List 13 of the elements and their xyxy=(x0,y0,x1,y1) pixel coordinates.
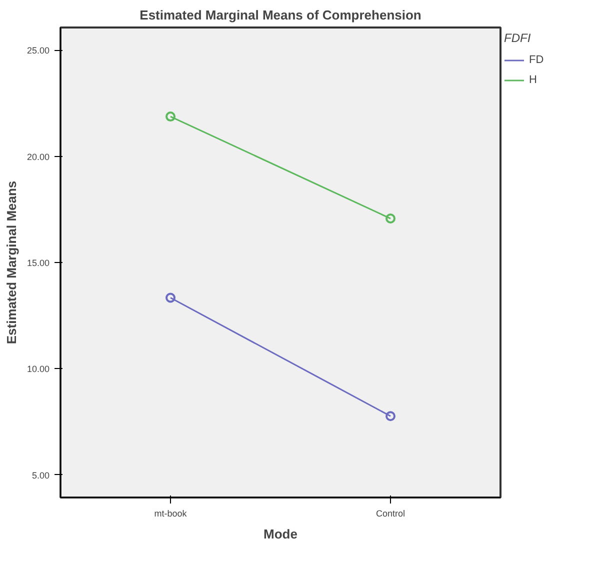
y-tick-label: 5.00 xyxy=(32,470,50,480)
y-axis-title: Estimated Marginal Means xyxy=(4,180,19,344)
legend-title: FDFI xyxy=(504,31,532,45)
legend-label: H xyxy=(529,74,538,86)
y-tick-label: 25.00 xyxy=(26,46,50,56)
x-tick-label: mt-book xyxy=(154,508,188,518)
y-tick-label: 15.00 xyxy=(26,258,50,268)
legend-label: FD xyxy=(529,54,545,66)
y-tick-label: 20.00 xyxy=(26,152,50,162)
chart-title: Estimated Marginal Means of Comprehension xyxy=(140,8,422,22)
y-tick-label: 10.00 xyxy=(26,364,50,374)
x-axis-title: Mode xyxy=(264,526,298,542)
x-tick-label: Control xyxy=(376,508,406,518)
